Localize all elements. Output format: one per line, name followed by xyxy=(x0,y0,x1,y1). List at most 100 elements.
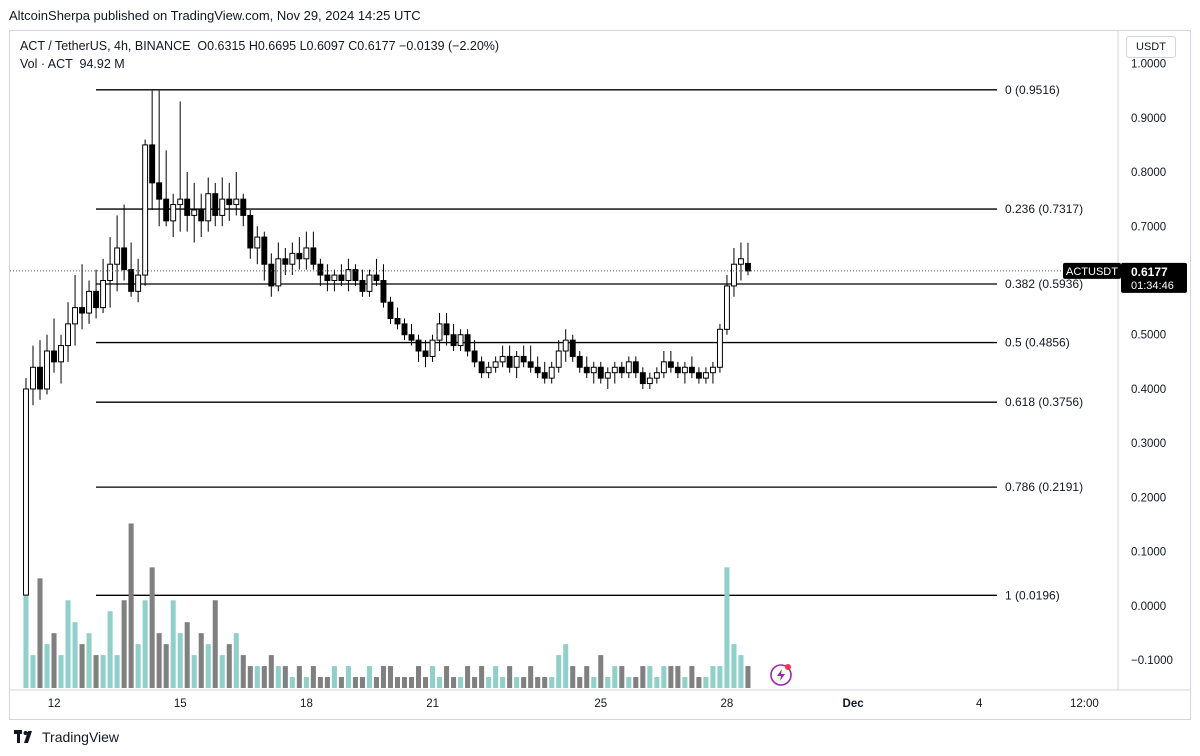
volume-bar xyxy=(184,622,190,688)
candle xyxy=(296,237,303,270)
y-tick-6: 0.4000 xyxy=(1131,384,1166,396)
volume-bar xyxy=(352,677,358,688)
candle xyxy=(569,334,576,362)
alert-icon[interactable] xyxy=(770,664,792,686)
legend-symbol[interactable]: ACT / TetherUS, 4h, BINANCE xyxy=(20,39,191,53)
candle xyxy=(163,150,170,227)
fib-retracement[interactable]: 0 (0.9516) 0.236 (0.7317) 0.382 (0.5936) 0.… xyxy=(96,83,1083,603)
volume-bar xyxy=(549,677,555,688)
volume-bar xyxy=(507,666,513,688)
volume-bar xyxy=(282,666,288,688)
volume-bar xyxy=(731,644,737,688)
candle xyxy=(422,340,429,368)
volume-bar xyxy=(394,677,401,688)
y-tick-11: −0.1000 xyxy=(1131,655,1173,667)
y-tick-10: 0.0000 xyxy=(1131,601,1166,613)
volume-label[interactable]: Vol · ACT xyxy=(20,57,73,71)
x-tick-7: 4 xyxy=(976,698,983,710)
candle xyxy=(184,172,191,232)
price-tag-bg xyxy=(1121,262,1187,293)
y-tick-2: 0.8000 xyxy=(1131,167,1166,179)
candle xyxy=(79,264,86,330)
candle xyxy=(289,242,296,276)
volume-bar xyxy=(577,677,583,688)
currency-button[interactable]: USDT xyxy=(1126,36,1176,58)
candle xyxy=(86,280,93,324)
candle xyxy=(548,361,555,384)
candle xyxy=(723,275,730,335)
candle xyxy=(485,361,492,379)
candle xyxy=(51,318,57,373)
legend-low: L0.6097 xyxy=(299,39,345,53)
volume-bar xyxy=(724,567,730,688)
x-tick-1: 15 xyxy=(174,698,187,710)
candle xyxy=(562,329,569,362)
volume-bar xyxy=(240,655,246,688)
candle xyxy=(590,361,597,384)
volume-bar xyxy=(598,655,604,688)
volume-bar xyxy=(338,677,344,688)
candle xyxy=(709,361,716,384)
candle xyxy=(366,269,373,297)
y-tick-0: 1.0000 xyxy=(1131,59,1166,71)
volume-bar xyxy=(535,677,541,688)
candle xyxy=(310,231,317,270)
volume-bar xyxy=(44,644,50,688)
candle xyxy=(745,242,751,276)
volume-bar xyxy=(556,655,562,688)
volume-bar xyxy=(359,677,365,688)
volume-bar xyxy=(689,666,695,688)
volume-bar xyxy=(23,523,29,688)
time-axis-ticks[interactable]: 12 15 18 21 25 28 Dec 4 12:00 xyxy=(48,698,1099,710)
candle xyxy=(324,264,331,292)
candle xyxy=(226,182,233,221)
volume-bar xyxy=(380,666,386,688)
volume-bar xyxy=(717,666,723,688)
candle xyxy=(408,323,415,346)
candle xyxy=(695,367,702,384)
candle xyxy=(352,264,359,286)
fib-label-6: 1 (0.0196) xyxy=(1005,588,1060,602)
volume-bar xyxy=(212,600,218,688)
volume-bar xyxy=(268,655,274,688)
volume-bar xyxy=(149,567,155,688)
candle xyxy=(373,258,380,286)
volume-bar xyxy=(51,633,57,688)
candle xyxy=(128,242,135,297)
legend-high: H0.6695 xyxy=(248,39,297,53)
candle xyxy=(72,275,78,346)
price-axis-ticks[interactable]: 1.00000.90000.80000.70000.60000.50000.40… xyxy=(1131,59,1173,668)
volume-bar xyxy=(710,666,716,688)
volume-bar xyxy=(472,677,478,688)
candle xyxy=(436,313,443,352)
volume-bar xyxy=(303,677,309,688)
volume-bar xyxy=(30,655,36,688)
candle xyxy=(44,334,50,395)
volume-bar xyxy=(661,666,667,688)
candle xyxy=(240,193,247,227)
volume-bar xyxy=(100,655,106,688)
candle xyxy=(478,356,485,379)
candle xyxy=(492,356,499,373)
legend-open: O0.6315 xyxy=(197,39,246,53)
volume-bar xyxy=(745,666,751,688)
volume-bar xyxy=(493,666,499,688)
volume-bar xyxy=(275,666,281,688)
volume-bar xyxy=(324,677,330,688)
volume-bar xyxy=(500,677,506,688)
candle xyxy=(275,242,282,292)
volume-bar xyxy=(93,655,99,688)
volume-bar xyxy=(738,655,744,688)
price-tag-timer: 01:34:46 xyxy=(1131,280,1174,292)
volume-bar xyxy=(121,600,127,688)
candle xyxy=(331,269,338,292)
volume-bar xyxy=(72,622,78,688)
candle xyxy=(513,351,520,379)
candle xyxy=(534,356,541,379)
candle xyxy=(667,351,674,373)
candle xyxy=(219,177,226,227)
volume-bar xyxy=(170,600,176,688)
volume-bar xyxy=(703,677,709,688)
volume-bar xyxy=(682,677,688,688)
